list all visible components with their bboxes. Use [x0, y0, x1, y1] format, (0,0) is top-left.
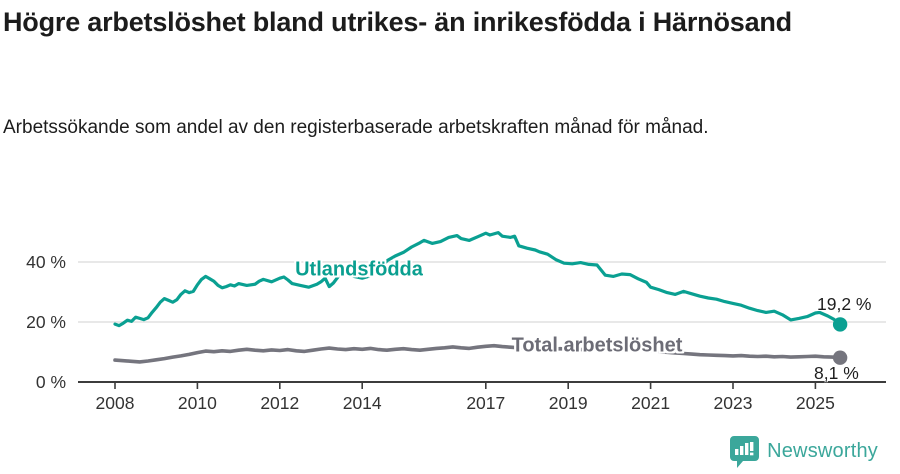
series-line-total [113, 343, 842, 364]
chart-subtitle: Arbetssökande som andel av den registerb… [3, 117, 709, 138]
newsworthy-chart-marker-icon [730, 436, 760, 468]
y-tick-label-0: 0 % [36, 372, 66, 392]
y-tick-label-40: 40 % [26, 252, 66, 272]
y-tick-label-20: 20 % [26, 312, 66, 332]
end-value-label-total: 8,1 % [814, 363, 859, 383]
series-label-utlandsfodda: Utlandsfödda [295, 258, 423, 281]
x-tick-label-2017: 2017 [466, 393, 505, 413]
series-label-total-arbetsloshet: Total arbetslöshet [511, 334, 683, 357]
page-title: Högre arbetslöshet bland utrikes- än inr… [3, 7, 792, 37]
x-tick-label-2021: 2021 [631, 393, 670, 413]
x-tick-label-2008: 2008 [96, 393, 135, 413]
end-dot-total [832, 350, 848, 365]
x-tick-label-2012: 2012 [260, 393, 299, 413]
x-tick-label-2023: 2023 [714, 393, 753, 413]
x-tick-label-2019: 2019 [549, 393, 588, 413]
series-line-utlandsfodda [113, 231, 842, 328]
x-tick-label-2010: 2010 [178, 393, 217, 413]
x-tick-label-2014: 2014 [343, 393, 382, 413]
end-value-label-utlandsfodda: 19,2 % [817, 294, 872, 314]
newsworthy-wordmark: Newsworthy [767, 440, 878, 462]
newsworthy-logo: Newsworthy [729, 435, 878, 468]
x-tick-label-2025: 2025 [796, 393, 835, 413]
end-dot-utlandsfodda [832, 317, 848, 332]
